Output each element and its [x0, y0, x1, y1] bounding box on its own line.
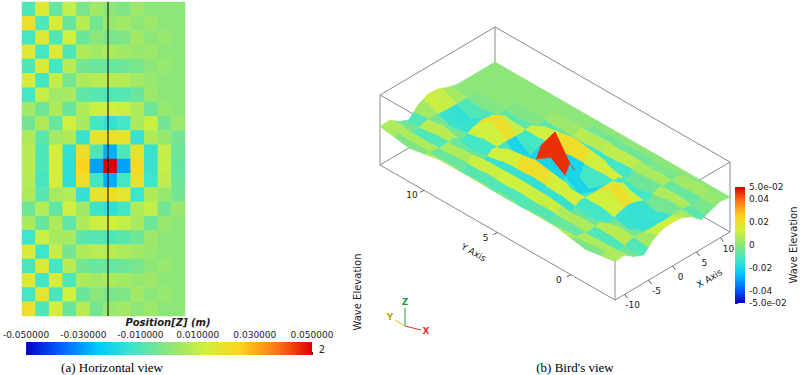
svg-text:-0.02: -0.02 — [749, 263, 772, 273]
svg-text:-0.010000: -0.010000 — [117, 330, 163, 340]
svg-text:Y Axis: Y Axis — [458, 241, 488, 264]
svg-text:X: X — [423, 326, 430, 336]
svg-text:-5.0e-02: -5.0e-02 — [749, 298, 787, 308]
svg-text:Z: Z — [402, 297, 409, 307]
svg-text:2: 2 — [319, 344, 325, 355]
svg-text:-0.050000: -0.050000 — [3, 330, 49, 340]
svg-text:Y: Y — [386, 312, 394, 322]
svg-text:Position[Z] (m): Position[Z] (m) — [125, 317, 210, 328]
svg-text:0: 0 — [678, 272, 684, 282]
svg-text:0: 0 — [749, 240, 755, 250]
svg-text:(b) Bird's view: (b) Bird's view — [536, 360, 614, 375]
svg-text:5: 5 — [483, 233, 489, 243]
svg-text:0.010000: 0.010000 — [176, 330, 219, 340]
svg-text:-0.04: -0.04 — [749, 286, 773, 296]
svg-text:Wave Elevation: Wave Elevation — [352, 253, 363, 330]
svg-text:0.030000: 0.030000 — [233, 330, 276, 340]
svg-text:10: 10 — [723, 244, 735, 254]
svg-text:Wave Elevation: Wave Elevation — [788, 206, 799, 283]
svg-text:0: 0 — [556, 275, 562, 285]
svg-text:10: 10 — [406, 190, 418, 200]
svg-text:-10: -10 — [625, 300, 640, 310]
svg-text:-5: -5 — [652, 286, 661, 296]
svg-text:0.02: 0.02 — [749, 217, 769, 227]
svg-text:(a) Horizontal view: (a) Horizontal view — [61, 360, 163, 375]
svg-text:-0.030000: -0.030000 — [60, 330, 106, 340]
svg-text:0.04: 0.04 — [749, 194, 769, 204]
svg-text:X Axis: X Axis — [695, 267, 724, 290]
svg-text:5.0e-02: 5.0e-02 — [749, 182, 784, 192]
svg-text:5: 5 — [702, 258, 708, 268]
svg-text:0.050000: 0.050000 — [291, 330, 334, 340]
